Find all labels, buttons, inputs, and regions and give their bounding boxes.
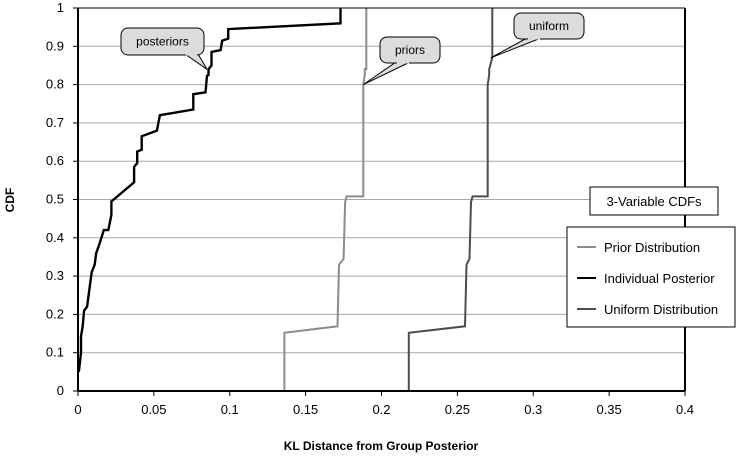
x-axis-title: KL Distance from Group Posterior xyxy=(284,439,479,453)
series-layer xyxy=(77,8,494,391)
legend-entry: Uniform Distribution xyxy=(604,302,718,317)
x-tick-label: 0.1 xyxy=(221,402,239,417)
x-tick-label: 0.05 xyxy=(141,402,166,417)
y-tick-label: 0 xyxy=(57,383,64,398)
callout-label: posteriors xyxy=(136,35,189,49)
x-tick-label: 0.35 xyxy=(596,402,621,417)
callout-bubble xyxy=(513,12,585,40)
series-line-uniform-distribution xyxy=(407,8,494,391)
y-tick-label: 0.2 xyxy=(46,306,64,321)
tick-labels: 0 0.1 0.2 0.3 0.4 0.5 0.6 0.7 0.8 0.9 1 0 0.05 0.1 0.1… xyxy=(46,0,694,417)
legend-title-frame xyxy=(589,186,719,216)
legend-title-box: 3-Variable CDFs xyxy=(589,186,719,216)
series-line-individual-posterior xyxy=(77,8,342,373)
legend-title: 3-Variable CDFs xyxy=(606,194,702,209)
x-tick-label: 0.2 xyxy=(372,402,390,417)
x-tick-label: 0.15 xyxy=(293,402,318,417)
callout-bubble xyxy=(379,36,441,64)
y-tick-label: 0.4 xyxy=(46,230,64,245)
x-tick-label: 0.3 xyxy=(524,402,542,417)
legend-entry: Individual Posterior xyxy=(604,271,715,286)
callouts: posteriors priors uniform xyxy=(120,12,585,86)
legend: Prior Distribution Individual Posterior Un… xyxy=(566,226,736,328)
x-tick-label: 0.25 xyxy=(445,402,470,417)
y-tick-label: 0.6 xyxy=(46,153,64,168)
y-tick-label: 0.7 xyxy=(46,115,64,130)
series-line-prior-distribution xyxy=(283,8,368,391)
legend-entry: Prior Distribution xyxy=(604,240,700,255)
y-tick-label: 0.3 xyxy=(46,268,64,283)
y-tick-label: 0.8 xyxy=(46,77,64,92)
callout-label: priors xyxy=(395,43,425,57)
y-tick-label: 0.5 xyxy=(46,192,64,207)
x-tick-label: 0.4 xyxy=(676,402,694,417)
y-tick-label: 0.9 xyxy=(46,38,64,53)
callout-bubble xyxy=(120,27,205,56)
callout-label: uniform xyxy=(529,19,569,33)
x-tick-label: 0 xyxy=(74,402,81,417)
y-tick-label: 0.1 xyxy=(46,345,64,360)
y-tick-label: 1 xyxy=(57,0,64,15)
y-axis-title: CDF xyxy=(3,188,17,213)
